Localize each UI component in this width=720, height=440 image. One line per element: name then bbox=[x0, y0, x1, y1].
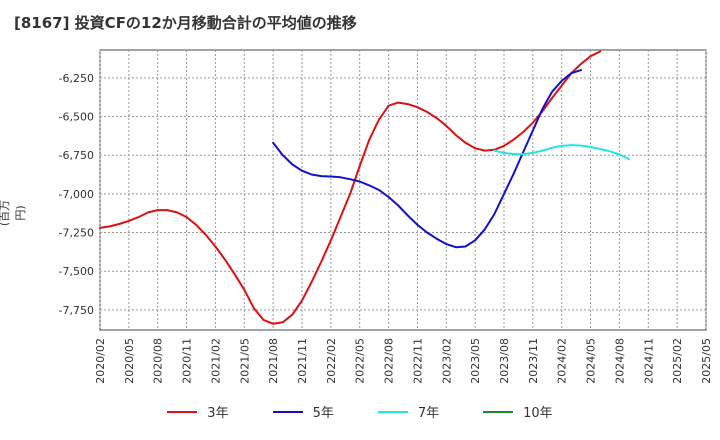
legend-label: 5年 bbox=[312, 406, 334, 421]
y-tick-label: -6,250 bbox=[59, 72, 94, 85]
x-tick-label: 2022/02 bbox=[325, 338, 338, 384]
x-tick-label: 2024/05 bbox=[585, 338, 598, 384]
legend-swatch bbox=[167, 410, 198, 413]
series-line bbox=[493, 144, 630, 161]
legend-swatch bbox=[272, 410, 303, 413]
legend-label: 3年 bbox=[207, 406, 229, 421]
x-tick-label: 2024/11 bbox=[642, 338, 655, 384]
legend-swatch bbox=[483, 410, 514, 413]
y-tick-label: -6,750 bbox=[59, 149, 94, 162]
y-tick-label: -7,000 bbox=[59, 188, 94, 201]
x-tick-label: 2022/08 bbox=[383, 338, 396, 384]
legend-swatch bbox=[377, 410, 408, 413]
series-line bbox=[99, 50, 602, 325]
x-tick-label: 2023/02 bbox=[440, 338, 453, 384]
x-tick-label: 2023/05 bbox=[469, 338, 482, 384]
plot-area bbox=[99, 49, 707, 331]
x-tick-label: 2022/11 bbox=[411, 338, 424, 384]
x-tick-label: 2020/05 bbox=[123, 338, 136, 384]
x-tick-label: 2020/02 bbox=[94, 338, 107, 384]
x-tick-label: 2025/05 bbox=[700, 338, 713, 384]
chart-legend: 3年 5年 7年 10年 bbox=[0, 402, 720, 421]
series-line bbox=[272, 69, 582, 249]
legend-label: 7年 bbox=[417, 406, 440, 421]
x-tick-label: 2022/05 bbox=[354, 338, 367, 384]
legend-label: 10年 bbox=[523, 406, 553, 421]
y-tick-label: -6,500 bbox=[59, 111, 94, 124]
x-tick-label: 2023/08 bbox=[498, 338, 511, 384]
y-tick-label: -7,500 bbox=[59, 265, 94, 278]
x-tick-label: 2023/11 bbox=[527, 338, 540, 384]
chart-title: [8167] 投資CFの12か月移動合計の平均値の推移 bbox=[14, 14, 357, 32]
x-tick-label: 2021/02 bbox=[209, 338, 222, 384]
legend-item: 10年 bbox=[483, 402, 553, 421]
x-tick-label: 2020/11 bbox=[181, 338, 194, 384]
x-tick-label: 2021/08 bbox=[267, 338, 280, 384]
legend-item: 3年 bbox=[167, 402, 229, 421]
legend-item: 7年 bbox=[377, 402, 440, 421]
y-tick-label: -7,250 bbox=[59, 227, 94, 240]
x-tick-label: 2021/05 bbox=[238, 338, 251, 384]
legend-item: 5年 bbox=[272, 402, 334, 421]
x-tick-label: 2025/02 bbox=[671, 338, 684, 384]
x-tick-label: 2020/08 bbox=[152, 338, 165, 384]
x-tick-label: 2024/08 bbox=[613, 338, 626, 384]
x-tick-label: 2024/02 bbox=[556, 338, 569, 384]
x-tick-label: 2021/11 bbox=[296, 338, 309, 384]
y-tick-label: -7,750 bbox=[59, 304, 94, 317]
